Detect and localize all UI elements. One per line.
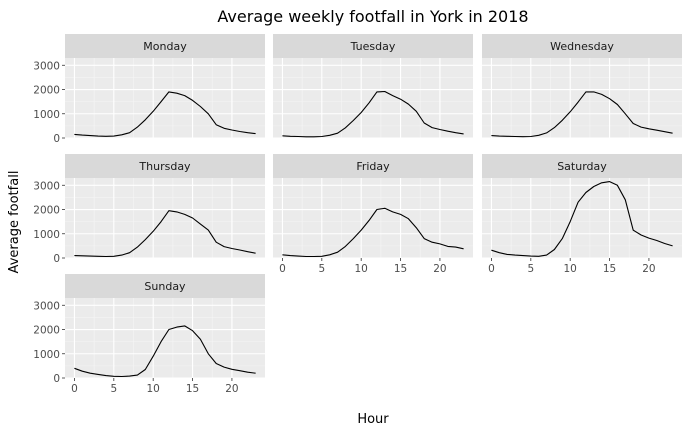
y-tick-label: 2000 (33, 325, 60, 337)
series-line-saturday (491, 181, 673, 257)
chart-title: Average weekly footfall in York in 2018 (217, 7, 528, 26)
x-tick-label: 20 (225, 383, 238, 395)
facet-panel-wednesday: Wednesday (482, 34, 682, 139)
facet-strip-label: Monday (143, 40, 187, 53)
series-line-thursday (74, 210, 256, 258)
facet-strip-label: Tuesday (350, 40, 396, 53)
facet-strip (65, 34, 265, 58)
y-tick-label: 1000 (33, 109, 60, 121)
x-tick-label: 15 (603, 263, 616, 275)
x-tick-label: 10 (147, 383, 160, 395)
x-tick-label: 0 (71, 383, 78, 395)
x-tick-label: 15 (186, 383, 199, 395)
x-tick-label: 10 (355, 263, 368, 275)
y-tick-label: 2000 (33, 85, 60, 97)
series-line-friday (282, 207, 464, 258)
facet-strip-label: Friday (356, 160, 390, 173)
x-tick-label: 5 (318, 263, 325, 275)
y-axis-label: Average footfall (7, 171, 22, 274)
facet-strip (65, 154, 265, 178)
y-tick-label: 3000 (33, 300, 60, 312)
facet-strip-label: Saturday (557, 160, 607, 173)
y-tick-label: 1000 (33, 349, 60, 361)
x-tick-label: 20 (433, 263, 446, 275)
facet-panel-saturday: Saturday 0 5 10 15 20 (482, 154, 682, 275)
y-tick-label: 0 (53, 373, 60, 385)
series-line-tuesday (282, 90, 464, 138)
y-tick-label: 0 (53, 133, 60, 145)
y-tick-label: 0 (53, 253, 60, 265)
series-line-wednesday (491, 91, 673, 138)
facet-strip (482, 34, 682, 58)
facet-strip (482, 154, 682, 178)
x-tick-label: 10 (564, 263, 577, 275)
y-tick-label: 2000 (33, 205, 60, 217)
y-tick-label: 1000 (33, 229, 60, 241)
x-tick-label: 0 (488, 263, 495, 275)
x-tick-label: 20 (642, 263, 655, 275)
facet-strip (65, 274, 265, 298)
facet-panel-tuesday: Tuesday (273, 34, 473, 139)
facet-strip-label: Wednesday (550, 40, 614, 53)
x-tick-label: 0 (279, 263, 286, 275)
facet-strip (273, 154, 473, 178)
y-tick-label: 3000 (33, 60, 60, 72)
facet-strip (273, 34, 473, 58)
facet-panel-sunday: Sunday 0 1000 2000 3000 0 5 10 15 20 (33, 274, 265, 395)
facet-panel-monday: Monday 0 1000 2000 3000 (33, 34, 265, 145)
facet-strip-label: Sunday (144, 280, 186, 293)
x-axis-label: Hour (357, 412, 389, 427)
x-tick-label: 5 (527, 263, 534, 275)
y-tick-label: 3000 (33, 180, 60, 192)
facet-strip-label: Thursday (138, 160, 191, 173)
facet-panel-friday: Friday 0 5 10 15 20 (273, 154, 473, 275)
x-tick-label: 5 (110, 383, 117, 395)
x-tick-label: 15 (394, 263, 407, 275)
facet-panel-thursday: Thursday 0 1000 2000 3000 (33, 154, 265, 265)
series-line-sunday (74, 325, 256, 378)
series-line-monday (74, 91, 256, 137)
